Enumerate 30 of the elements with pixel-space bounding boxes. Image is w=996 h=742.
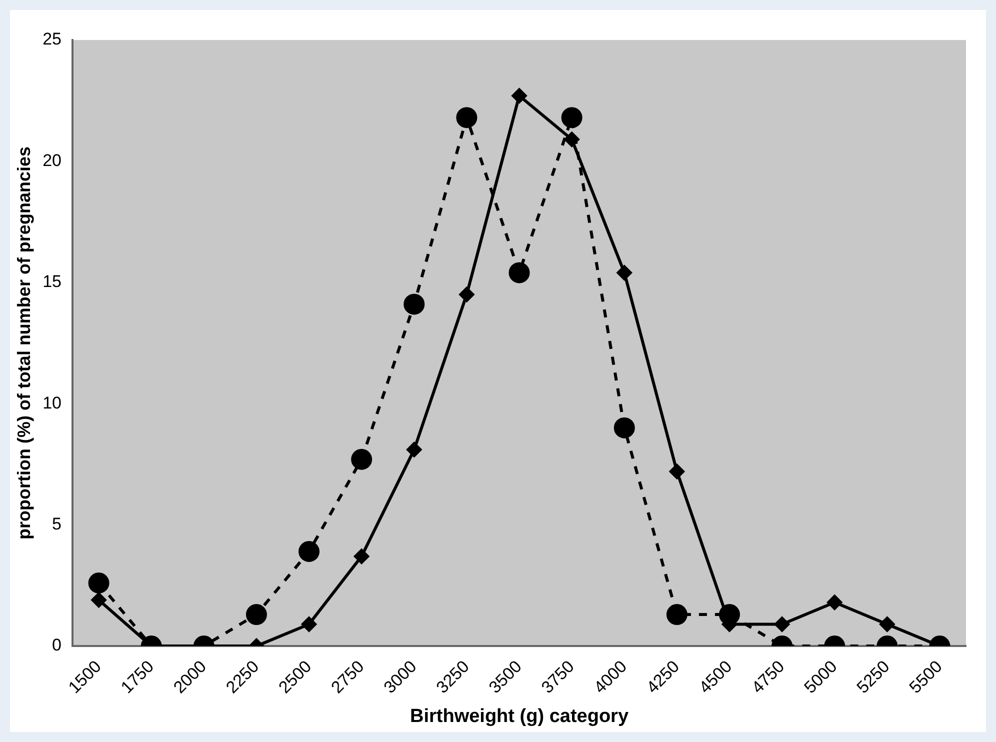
- y-tick-label: 25: [42, 30, 62, 49]
- point: [302, 616, 317, 632]
- point: [774, 616, 790, 632]
- point: [827, 594, 842, 610]
- point: [614, 417, 635, 438]
- point: [298, 540, 320, 562]
- point: [88, 572, 110, 594]
- y-tick-label: 0: [52, 636, 62, 655]
- point: [666, 604, 688, 626]
- y-axis-title: proportion (%) of total number of pregnancies: [14, 146, 34, 540]
- point: [456, 107, 478, 128]
- point: [669, 464, 684, 479]
- point: [246, 604, 267, 626]
- point: [616, 265, 632, 280]
- point: [91, 592, 106, 608]
- point: [512, 88, 527, 104]
- y-tick-label: 10: [42, 393, 62, 412]
- point: [406, 442, 422, 458]
- point: [564, 132, 580, 147]
- point: [459, 287, 474, 302]
- y-tick-label: 20: [42, 150, 62, 170]
- point: [404, 294, 425, 315]
- y-tick-label: 5: [52, 514, 62, 534]
- point: [354, 548, 370, 564]
- point: [561, 107, 582, 128]
- x-axis-title: Birthweight (g) category: [410, 706, 629, 727]
- point: [880, 616, 895, 632]
- point: [351, 448, 372, 470]
- point: [508, 262, 530, 284]
- y-tick-label: 15: [42, 272, 62, 292]
